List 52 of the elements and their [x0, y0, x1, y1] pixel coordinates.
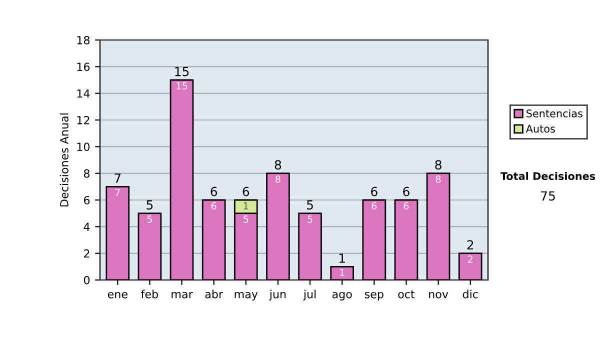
y-tick-label: 12	[77, 116, 90, 124]
data-label: 8	[436, 176, 441, 183]
x-tick-label: sep	[364, 292, 384, 300]
x-tick-label: may	[234, 292, 258, 300]
total-label: 1	[339, 254, 345, 263]
data-label: 8	[276, 176, 280, 183]
total-label: 6	[242, 186, 250, 196]
y-tick-label: 14	[77, 89, 90, 98]
total-label: 2	[467, 240, 474, 250]
y-tick-label: 0	[84, 276, 90, 284]
data-label: 5	[308, 216, 312, 223]
y-tick-label: 6	[84, 196, 90, 204]
x-tick-label: nov	[429, 292, 448, 298]
total-label: 5	[307, 200, 313, 210]
total-label: 8	[435, 160, 442, 170]
x-tick-label: oct	[398, 290, 415, 298]
text: 75	[541, 191, 555, 201]
data-label: 5	[147, 216, 152, 223]
total-label: 6	[403, 186, 410, 196]
data-label: 6	[404, 202, 409, 210]
total-label: 15	[175, 66, 189, 76]
x-tick-label: jul	[303, 290, 316, 300]
total-label: 7	[114, 174, 121, 183]
x-tick-label: dic	[462, 290, 478, 298]
y-tick-label: 8	[84, 169, 90, 178]
x-tick-label: ene	[108, 292, 128, 298]
x-tick-label: feb	[141, 290, 158, 298]
legend-label: Sentencias	[526, 109, 582, 118]
total-label: 5	[146, 200, 153, 210]
x-tick-label: mar	[172, 292, 193, 298]
data-label: 1	[244, 202, 248, 210]
x-tick-label: abr	[205, 290, 224, 298]
total-label: 6	[371, 186, 378, 196]
data-label: 2	[468, 256, 472, 263]
y-tick-label: 18	[77, 36, 90, 44]
x-tick-label: ago	[332, 292, 352, 300]
data-label: 6	[372, 202, 377, 210]
y-tick-label: 2	[84, 249, 90, 258]
data-label: 1	[340, 268, 344, 276]
y-tick-label: 16	[77, 62, 90, 72]
total-label: 6	[210, 186, 218, 196]
x-tick-label: jun	[269, 290, 286, 300]
data-label: 6	[211, 202, 216, 210]
legend-label: Autos	[526, 124, 555, 133]
y-axis-title: Decisiones Anual	[60, 114, 68, 206]
total-label: 8	[274, 160, 282, 170]
y-tick-label: 4	[84, 222, 90, 231]
data-label: 15	[176, 82, 188, 90]
data-label: 7	[115, 188, 120, 196]
text: Total Decisiones	[500, 172, 596, 180]
y-tick-label: 10	[77, 142, 90, 152]
data-label: 5	[244, 216, 248, 223]
